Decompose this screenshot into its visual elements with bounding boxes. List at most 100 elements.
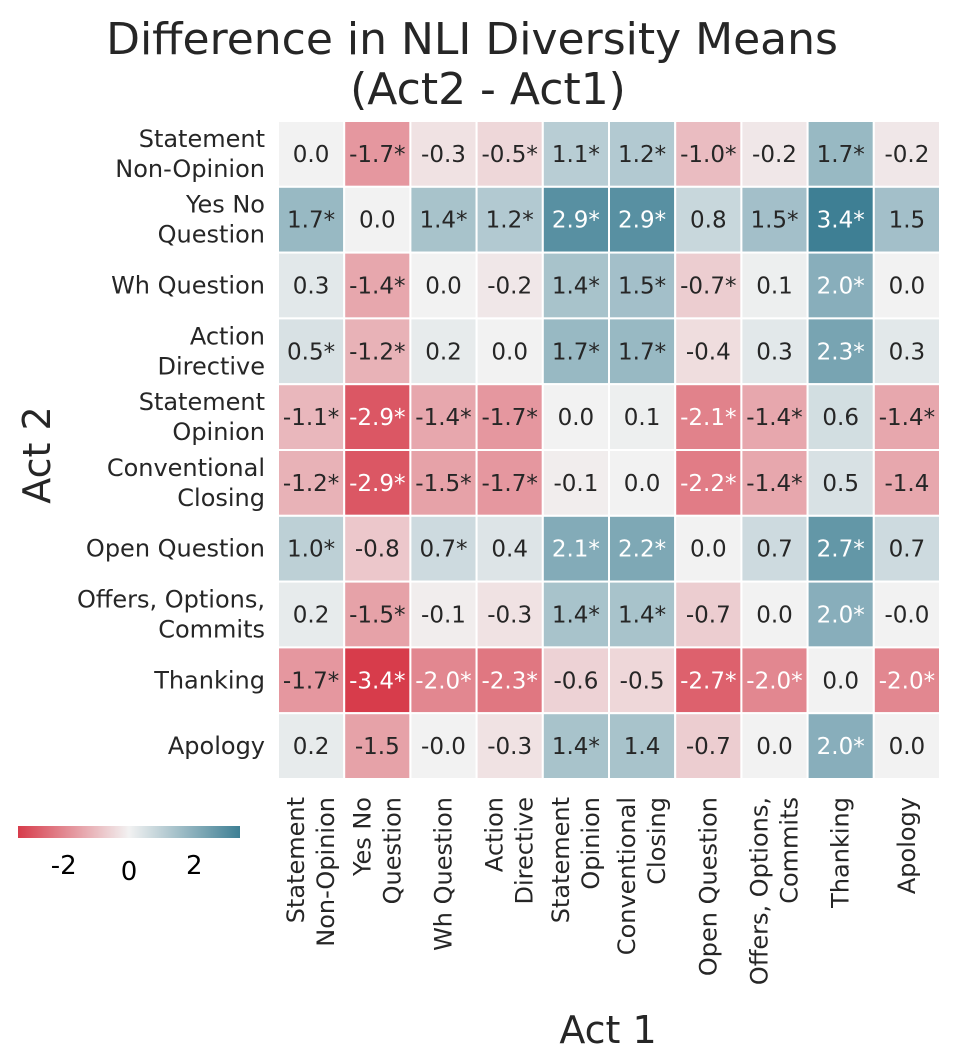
cell-label: 0.2	[293, 734, 330, 760]
y-axis-title: Act 2	[15, 406, 59, 503]
heatmap-cell	[541, 580, 610, 649]
heatmap-cell	[740, 646, 809, 715]
x-tick-label: Offers, Options,Commits	[746, 797, 804, 985]
heatmap-cell	[343, 251, 412, 320]
cell-label: 1.4*	[552, 734, 600, 760]
cell-label: 0.7	[889, 537, 926, 563]
cell-label: 1.0*	[287, 537, 335, 563]
cell-label: -2.7*	[680, 668, 736, 694]
heatmap-cell	[608, 120, 677, 188]
cell-label: -1.4*	[746, 405, 802, 431]
cell-label: -1.4	[884, 471, 929, 497]
cell-label: -2.0*	[746, 668, 802, 694]
heatmap-cell	[343, 646, 412, 715]
cell-label: -1.7*	[283, 668, 339, 694]
cell-label: -1.4*	[746, 471, 802, 497]
heatmap-cell	[806, 580, 875, 649]
x-tick-label: ConventionalClosing	[613, 797, 671, 955]
heatmap-cell	[674, 514, 743, 583]
heatmap-cell	[674, 712, 743, 781]
cell-label: -0.3	[487, 734, 532, 760]
cell-label: 0.6	[822, 405, 859, 431]
heatmap-cell	[343, 383, 412, 452]
cell-label: -2.9*	[349, 471, 405, 497]
heatmap-cell	[872, 383, 941, 452]
cell-label: -2.3*	[482, 668, 538, 694]
heatmap-cell	[541, 712, 610, 781]
heatmap-cell	[806, 514, 875, 583]
y-tick-label: Wh Question	[111, 272, 265, 300]
cell-label: -1.7*	[482, 471, 538, 497]
heatmap-cell	[343, 120, 412, 188]
y-tick-label: Offers, Options, Commits	[77, 586, 265, 644]
cell-label: -0.0	[884, 603, 929, 629]
cell-label: -2.9*	[349, 405, 405, 431]
cell-label: 0.1	[624, 405, 661, 431]
cell-label: 2.0*	[817, 603, 865, 629]
cell-label: -1.4*	[879, 405, 935, 431]
heatmap-cell	[608, 580, 677, 649]
heatmap-cell	[872, 514, 941, 583]
heatmap-cell	[277, 449, 346, 517]
cell-label: 1.2*	[618, 142, 666, 168]
cell-label: -1.7*	[349, 142, 405, 168]
cell-label: -0.3	[487, 603, 532, 629]
cell-label: -0.0	[421, 734, 466, 760]
heatmap-cell	[740, 383, 809, 452]
heatmap-cell	[806, 712, 875, 781]
heatmap-cell	[277, 251, 346, 320]
heatmap-cell	[475, 514, 544, 583]
cell-label: -0.2	[487, 274, 532, 300]
x-tick-label: ActionDirective	[481, 797, 539, 905]
cell-label: -0.8	[355, 537, 400, 563]
cell-label: 0.0	[889, 734, 926, 760]
y-tick-label: Open Question	[86, 535, 265, 563]
cell-label: 1.4*	[552, 603, 600, 629]
heatmap-cell	[740, 120, 809, 188]
colorbar	[18, 826, 240, 838]
heatmap-cell	[608, 383, 677, 452]
cell-label: 0.0	[690, 537, 727, 563]
cell-label: 0.2	[425, 339, 462, 365]
cell-label: 1.5*	[750, 208, 798, 234]
colorbar-ticks: -2 0 2	[51, 851, 203, 887]
cell-label: 0.0	[624, 471, 661, 497]
cell-label: 2.7*	[817, 537, 865, 563]
heatmap-cell	[541, 449, 610, 517]
cell-label: -0.5	[620, 668, 665, 694]
y-tick-label: Action Directive	[158, 322, 266, 380]
cell-label: 1.4*	[419, 208, 467, 234]
x-axis-title: Act 1	[559, 1008, 656, 1052]
heatmap-cell	[277, 712, 346, 781]
heatmap-cell	[872, 712, 941, 781]
cell-label: 0.3	[756, 339, 793, 365]
cell-label: 0.8	[690, 208, 727, 234]
cell-label: 2.3*	[817, 339, 865, 365]
heatmap-cell	[409, 251, 478, 320]
heatmap-cell	[872, 580, 941, 649]
heatmap-cell	[277, 514, 346, 583]
cell-label: 0.4	[491, 537, 528, 563]
colorbar-tick-label: -2	[51, 851, 77, 881]
cell-label: 1.5*	[618, 274, 666, 300]
cell-label: 0.0	[756, 603, 793, 629]
heatmap-cell	[872, 120, 941, 188]
cell-label: -0.6	[553, 668, 598, 694]
x-tick-label: Thanking	[827, 797, 855, 909]
heatmap-cell	[608, 449, 677, 517]
cell-label: -1.7*	[482, 405, 538, 431]
cell-label: 0.0	[558, 405, 595, 431]
cell-label: 0.3	[889, 339, 926, 365]
cell-label: 0.0	[491, 339, 528, 365]
cell-label: -2.2*	[680, 471, 736, 497]
cell-label: 0.1	[756, 274, 793, 300]
heatmap-cell	[409, 449, 478, 517]
heatmap-cell	[674, 251, 743, 320]
cell-label: 1.1*	[552, 142, 600, 168]
cell-label: -1.5*	[415, 471, 471, 497]
cell-label: 3.4*	[817, 208, 865, 234]
heatmap-cell	[872, 251, 941, 320]
cell-label: -0.4	[686, 339, 731, 365]
x-tick-label: Apology	[893, 797, 921, 894]
